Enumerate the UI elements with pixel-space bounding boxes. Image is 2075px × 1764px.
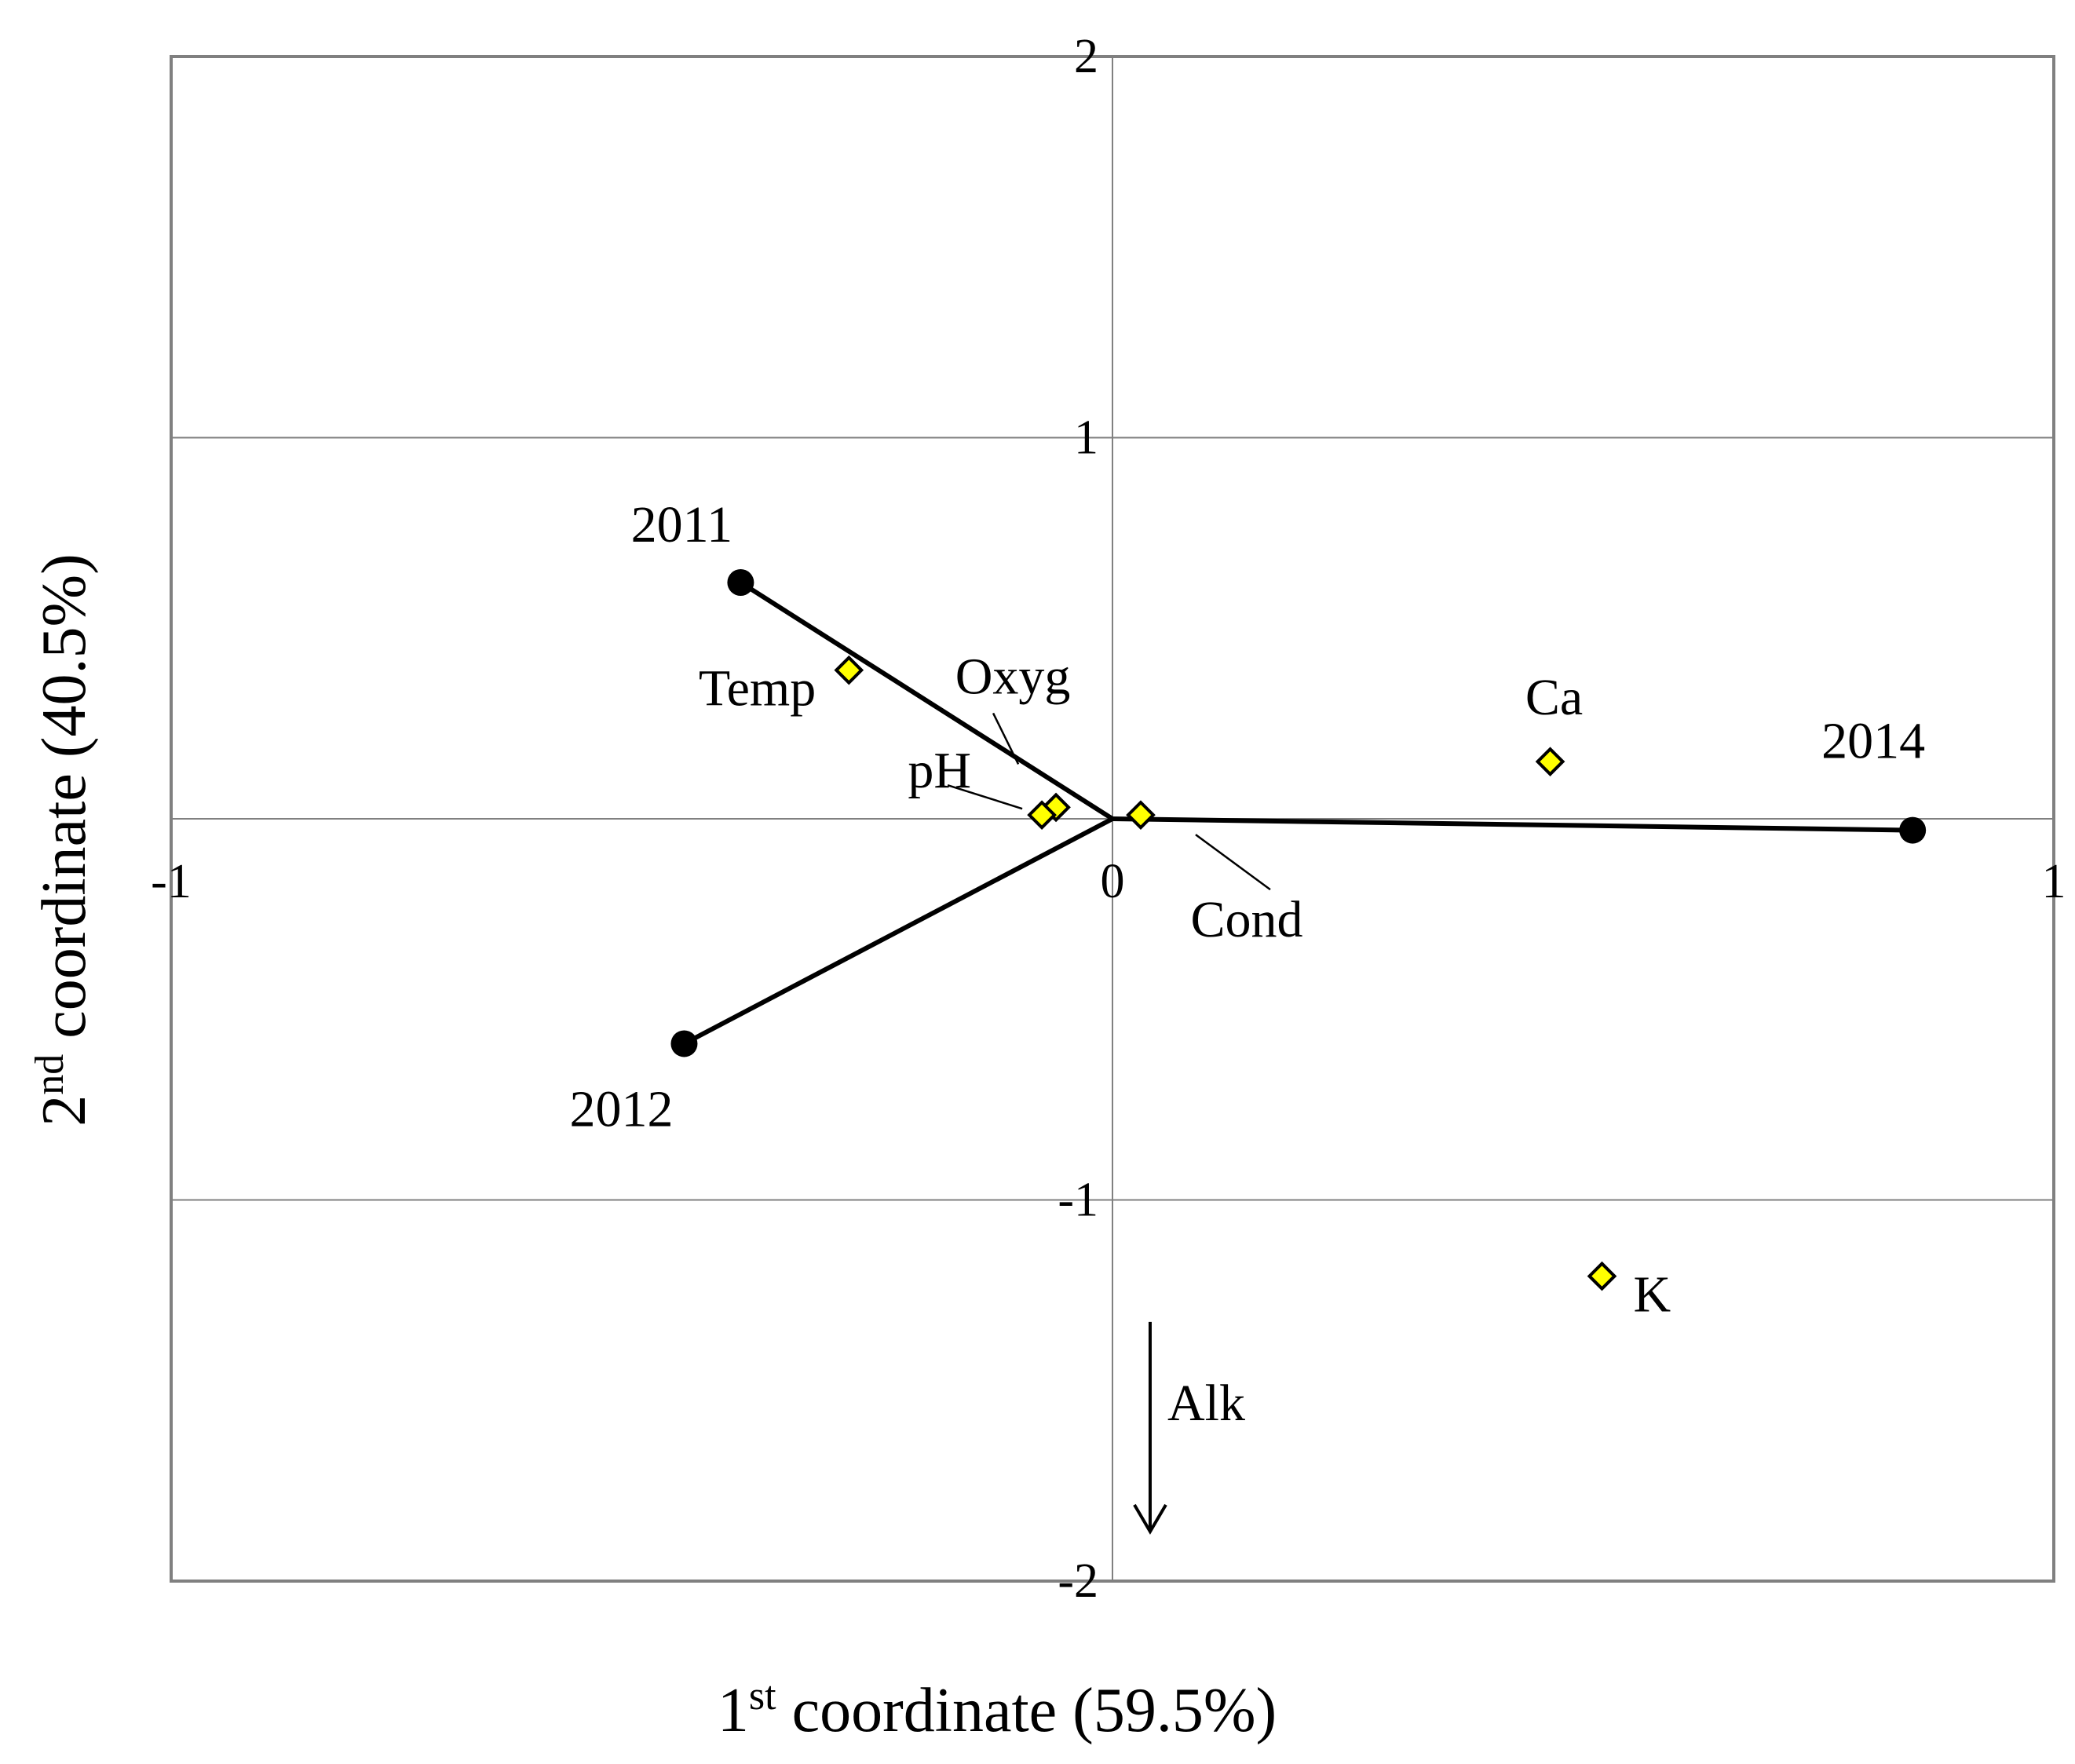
vector-line-2014 xyxy=(1112,816,1913,833)
point-2012 xyxy=(670,1030,698,1057)
vector-line-2012 xyxy=(683,816,1114,1046)
label-temp: Temp xyxy=(699,660,816,718)
y-axis-title: 2nd coordinate (40.5%) xyxy=(27,553,99,1127)
label-ph: pH xyxy=(908,742,971,799)
x-tick-label: 1 xyxy=(2042,855,2066,908)
label-oxyg: Oxyg xyxy=(955,648,1071,705)
point-ca xyxy=(1535,747,1565,777)
point-2011 xyxy=(727,568,754,596)
x-tick-label: 0 xyxy=(1101,855,1125,908)
label-leader-lines xyxy=(947,712,1271,891)
point-k xyxy=(1587,1261,1617,1291)
x-tick-label: -1 xyxy=(151,855,192,908)
annotations: Alk xyxy=(1133,1321,1245,1535)
label-2011: 2011 xyxy=(631,496,733,553)
label-2014: 2014 xyxy=(1821,713,1925,770)
y-tick-label: -2 xyxy=(1058,1554,1098,1608)
y-tick-label: 1 xyxy=(1074,411,1098,465)
tick-labels: 2 1 -1 -2 -1 0 1 xyxy=(151,30,2066,1608)
label-ca: Ca xyxy=(1525,669,1583,726)
label-alk: Alk xyxy=(1167,1375,1245,1432)
plot-frame xyxy=(170,55,2055,1583)
y-tick-label: -1 xyxy=(1058,1174,1098,1227)
leader-line-cond xyxy=(1195,834,1271,891)
leader-line-ph xyxy=(947,783,1023,810)
x-axis-title: 1st coordinate (59.5%) xyxy=(718,1674,1277,1745)
vector-line-2011 xyxy=(739,580,1114,821)
grid xyxy=(171,56,2054,1582)
label-2012: 2012 xyxy=(569,1080,673,1138)
point-labels: 2011 2012 2014 Temp Oxyg pH Cond Ca K xyxy=(569,496,1925,1324)
y-tick-label: 2 xyxy=(1074,30,1098,83)
vector-lines xyxy=(683,580,1913,1046)
leader-line-oxyg xyxy=(992,712,1020,765)
arrowhead-alk xyxy=(1133,1503,1167,1535)
point-ph xyxy=(1027,800,1057,830)
point-cond xyxy=(1126,800,1156,830)
label-k: K xyxy=(1633,1266,1671,1324)
label-cond: Cond xyxy=(1190,891,1302,948)
data-points xyxy=(670,568,1927,1291)
point-2014 xyxy=(1899,816,1927,844)
point-temp xyxy=(834,655,864,685)
